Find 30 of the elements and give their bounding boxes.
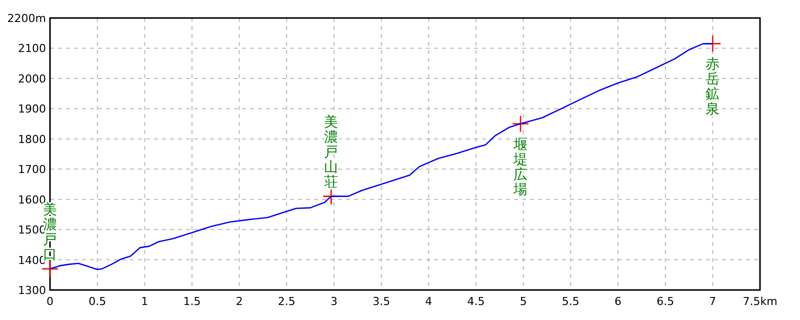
- x-tick-label: 7.5km: [742, 295, 778, 308]
- x-tick-label: 2: [236, 295, 243, 308]
- x-tick-label: 6: [614, 295, 622, 308]
- y-tick-label: 2100: [18, 42, 46, 56]
- y-tick-label: 1600: [18, 193, 46, 206]
- y-tick-label: 1300: [18, 284, 46, 297]
- annotation: 美濃戸山荘: [324, 114, 338, 190]
- y-tick-label: 1800: [18, 132, 46, 146]
- x-tick-label: 7: [709, 295, 716, 308]
- y-tick-label: 2000: [18, 72, 46, 86]
- x-tick-label: 1: [141, 295, 148, 308]
- x-tick-label: 1.5: [183, 295, 201, 308]
- x-tick-label: 0: [46, 295, 54, 308]
- x-tick-label: 3: [330, 295, 338, 308]
- x-tick-label: 2.5: [278, 295, 296, 308]
- x-tick-label: 4: [425, 295, 432, 308]
- annotation: 赤岳鉱泉: [704, 36, 721, 118]
- y-tick-label: 2200m: [7, 12, 46, 25]
- x-tick-label: 0.5: [88, 295, 106, 308]
- x-tick-label: 5: [520, 295, 527, 308]
- annotation: 堰堤広場: [512, 116, 528, 198]
- annotation: 赤岳鉱泉: [706, 56, 720, 118]
- y-tick-label: 1900: [18, 102, 46, 116]
- annotation: 堰堤広場: [512, 136, 528, 198]
- x-tick-label: 4.5: [467, 295, 485, 308]
- annotation: 美濃戸山荘: [323, 114, 340, 204]
- x-tick-label: 3.5: [372, 295, 390, 308]
- x-tick-label: 5.5: [562, 295, 580, 308]
- x-tick-label: 6.5: [656, 295, 674, 308]
- y-tick-label: 1700: [18, 163, 46, 176]
